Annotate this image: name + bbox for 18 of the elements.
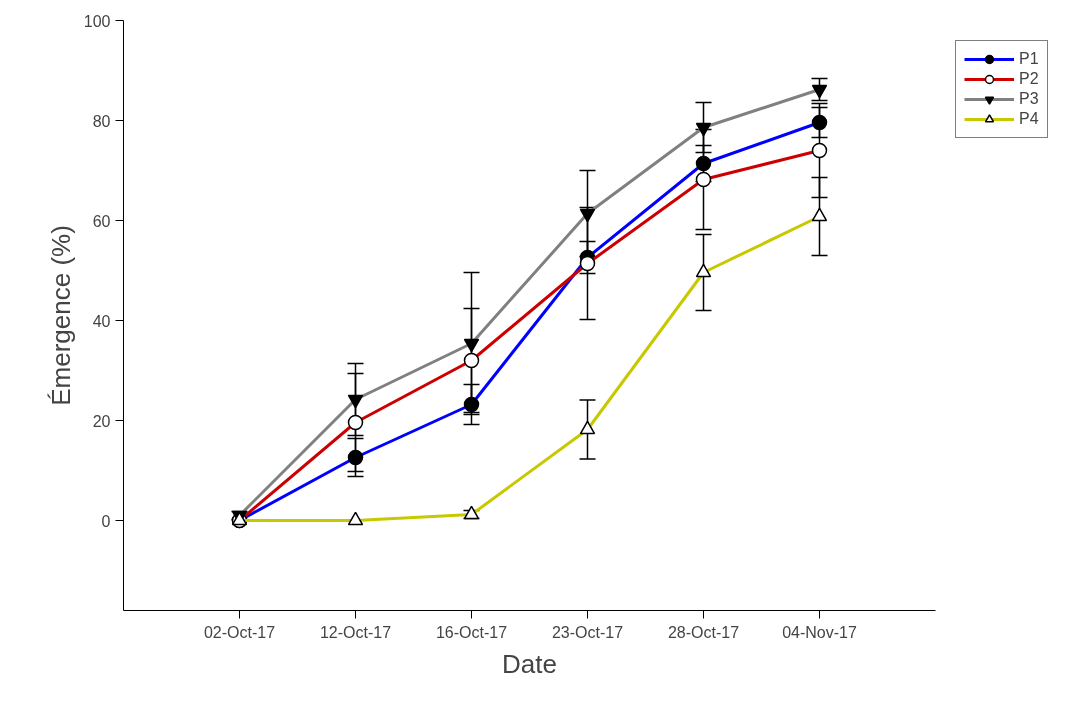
y-tick-label: 20: [92, 412, 111, 430]
x-tick-label: 16-Oct-17: [435, 623, 508, 641]
y-tick-label: 100: [83, 12, 111, 30]
y-axis-title: Émergence (%): [45, 225, 76, 406]
legend-label: P4: [1019, 110, 1039, 128]
legend-label: P1: [1019, 50, 1039, 68]
y-tick-label: 60: [92, 212, 111, 230]
y-tick-label: 80: [92, 112, 111, 130]
legend-label: P3: [1019, 90, 1039, 108]
x-tick-label: 04-Nov-17: [782, 623, 857, 641]
y-tick-label: 40: [92, 312, 111, 330]
x-tick-label: 12-Oct-17: [319, 623, 392, 641]
legend-label: P2: [1019, 70, 1039, 88]
x-axis-title: Date: [502, 648, 557, 679]
x-tick-label: 23-Oct-17: [551, 623, 624, 641]
x-tick-label: 02-Oct-17: [203, 623, 276, 641]
y-tick-label: 0: [101, 512, 111, 530]
x-tick-label: 28-Oct-17: [667, 623, 740, 641]
